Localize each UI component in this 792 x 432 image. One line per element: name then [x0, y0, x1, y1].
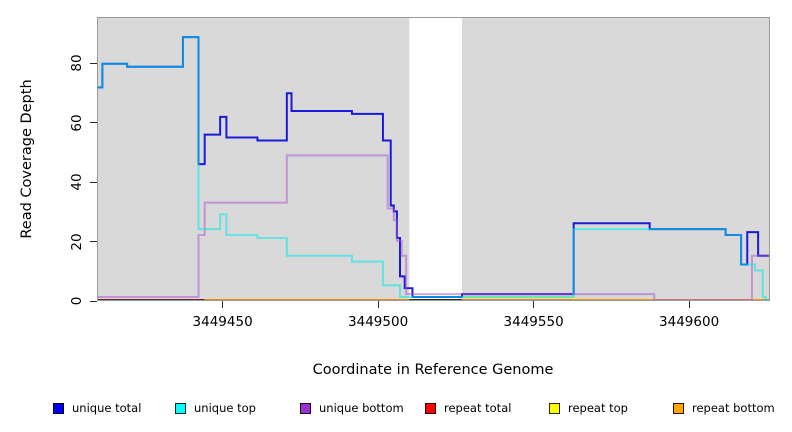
- legend-label: repeat total: [444, 401, 512, 415]
- plot-area: [97, 17, 770, 301]
- x-tick-mark: [533, 301, 535, 308]
- y-tick-mark: [90, 181, 97, 183]
- x-tick-label: 3449500: [348, 314, 409, 330]
- legend-swatch-icon: [425, 402, 436, 414]
- y-tick-mark: [90, 122, 97, 124]
- legend-item-unique-total: unique total: [53, 399, 141, 417]
- legend-item-unique-bottom: unique bottom: [300, 399, 404, 417]
- legend-label: unique bottom: [319, 401, 404, 415]
- x-tick-label: 3449550: [503, 314, 564, 330]
- x-tick-mark: [222, 301, 224, 308]
- legend-swatch-icon: [53, 402, 64, 414]
- y-tick-mark: [90, 300, 97, 302]
- coverage-gap-band: [409, 18, 463, 300]
- chart-legend: unique total unique top unique bottom repea…: [0, 399, 792, 419]
- legend-label: repeat bottom: [692, 401, 775, 415]
- series-unique-bottom: [98, 154, 769, 300]
- legend-swatch-icon: [673, 402, 684, 414]
- x-tick-label: 3449600: [659, 314, 720, 330]
- legend-item-repeat-total: repeat total: [425, 399, 511, 417]
- y-tick-label: 20: [69, 232, 85, 251]
- series-unique-top: [98, 36, 769, 300]
- legend-swatch-icon: [549, 402, 560, 414]
- y-tick-label: 80: [69, 54, 85, 72]
- legend-label: repeat top: [568, 401, 628, 415]
- x-tick-mark: [377, 301, 379, 308]
- legend-label: unique total: [72, 401, 142, 415]
- x-axis-label: Coordinate in Reference Genome: [312, 362, 554, 378]
- y-tick-mark: [90, 62, 97, 64]
- y-axis-label: Read Coverage Depth: [19, 79, 35, 239]
- x-tick-label: 3449450: [192, 314, 253, 330]
- legend-item-unique-top: unique top: [175, 399, 256, 417]
- legend-item-repeat-top: repeat top: [549, 399, 628, 417]
- coverage-step-plot: [98, 18, 769, 300]
- y-tick-label: 40: [69, 173, 85, 191]
- y-tick-label: 0: [69, 296, 85, 306]
- legend-item-repeat-bottom: repeat bottom: [673, 399, 775, 417]
- x-tick-mark: [688, 301, 690, 308]
- y-tick-label: 60: [69, 114, 85, 132]
- legend-swatch-icon: [175, 402, 186, 414]
- legend-label: unique top: [194, 401, 256, 415]
- legend-swatch-icon: [300, 402, 311, 414]
- y-tick-mark: [90, 241, 97, 242]
